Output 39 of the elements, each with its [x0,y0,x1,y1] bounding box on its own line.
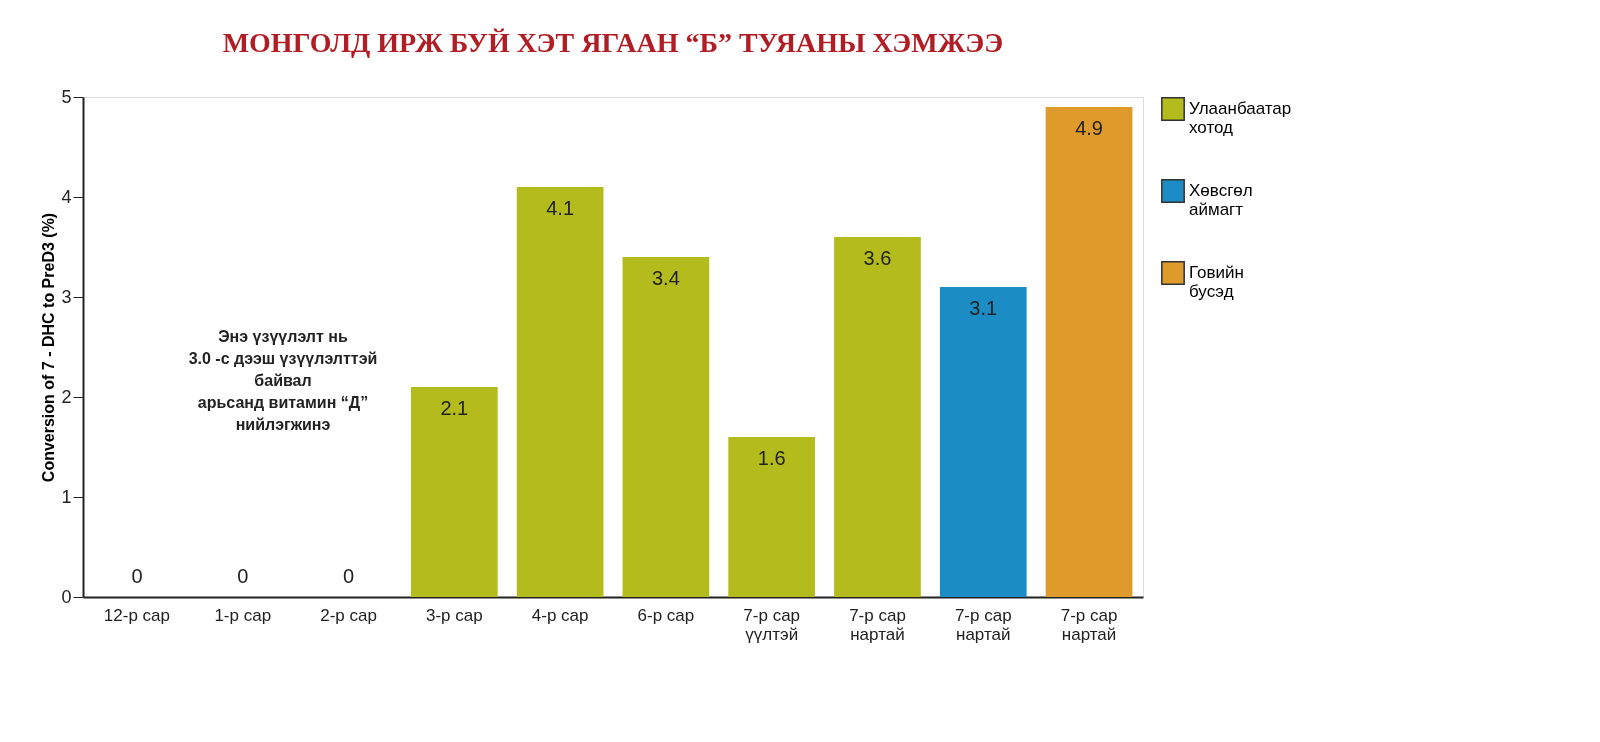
x-tick-label: 6-р сар [637,605,695,625]
data-label: 3.6 [863,247,892,269]
x-tick-label: 12-р сар [103,605,171,625]
annotation: Энэ үзүүлэлт нь 3.0 -с дээш үзүүлэлттэй байвал арьсанд витамин “Д” нийлэгжинэ [188,328,378,433]
data-label: 0 [237,565,249,587]
data-label: 0 [131,565,143,587]
y-tick-label: 4 [61,186,72,207]
legend-label: Хөвсгөл аймагт [1189,181,1253,219]
y-tick-label: 0 [61,586,72,607]
bar [1045,107,1133,597]
x-tick-label: 2-р сар [320,605,377,625]
x-tick-label: 7-р сар нартай [954,605,1012,644]
bar [834,237,921,597]
data-label: 4.1 [546,197,575,219]
y-tick-label: 1 [61,486,72,507]
bar [728,437,816,597]
bar [516,187,604,597]
y-tick-label: 2 [61,386,72,407]
legend-label: Улаанбаатар хотод [1189,99,1292,137]
y-axis-title: Conversion of 7 - DHC to PreD3 (%) [40,212,58,483]
x-tick-label: 7-р сар нартай [1060,605,1118,644]
x-tick-label: 7-р сар нартай [849,605,906,644]
bar [622,257,710,597]
y-tick-label: 3 [61,286,72,307]
x-tick-label: 3-р сар [425,605,483,625]
data-label: 2.1 [440,397,469,419]
data-label: 3.4 [651,267,680,289]
x-tick-label: 1-р сар [214,605,272,625]
data-label: 0 [342,565,355,587]
data-label: 4.9 [1075,117,1103,139]
x-tick-label: 7-р сар үүлтэй [743,605,801,644]
y-tick-label: 5 [61,86,72,107]
bar [410,387,498,597]
chart-title: МОНГОЛД ИРЖ БУЙ ХЭТ ЯГААН “Б” ТУЯАНЫ ХЭМЖЭЭ [222,27,1004,58]
data-label: 3.1 [969,297,998,319]
data-label: 1.6 [757,447,786,469]
bar [939,287,1027,597]
x-tick-label: 4-р сар [531,605,589,625]
legend-label: Говийн бусэд [1189,263,1244,301]
